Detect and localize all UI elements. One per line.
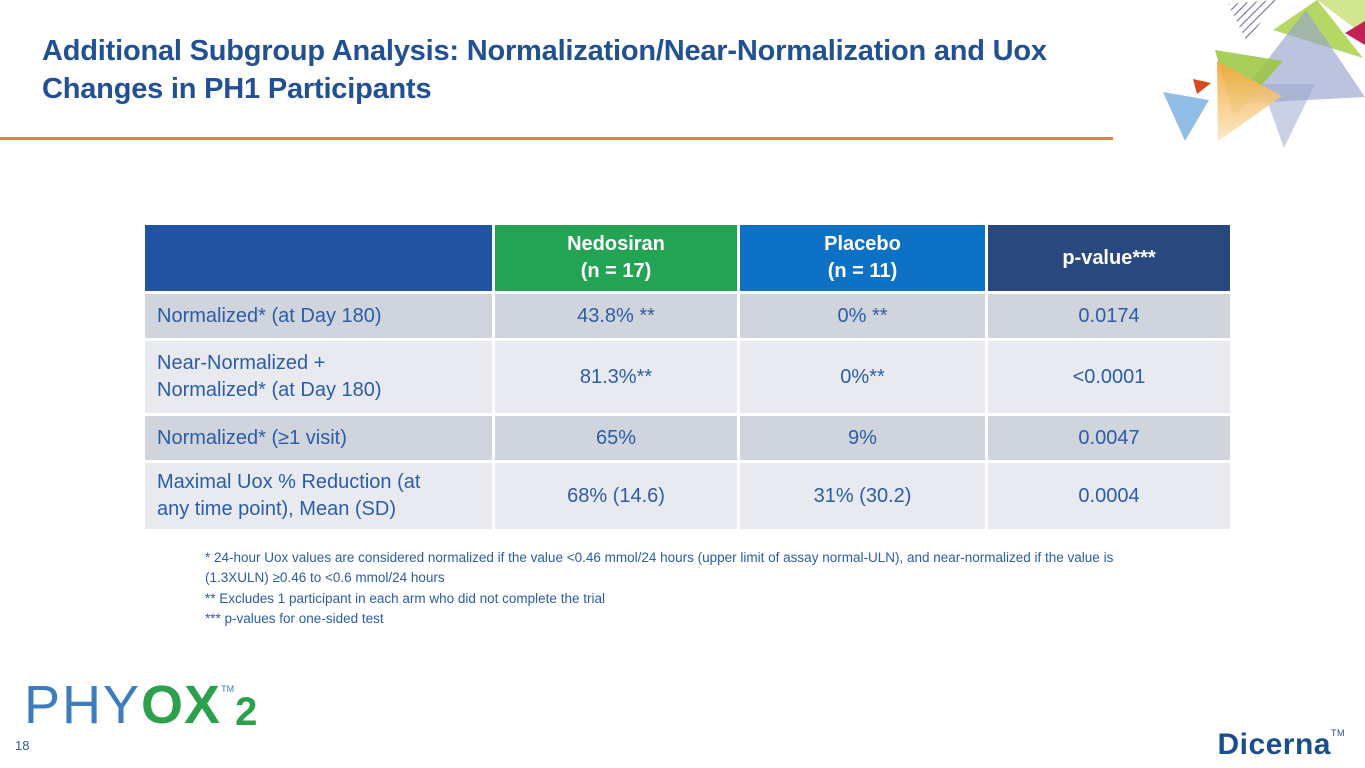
cell-placebo: 31% (30.2) [740,463,985,529]
phyox-logo-phy: PHY [24,675,142,735]
cell-placebo: 9% [740,416,985,460]
cell-nedosiran: 43.8% ** [495,294,737,338]
page-title: Additional Subgroup Analysis: Normalizat… [42,35,1047,106]
phyox-logo-2: 2 [235,690,258,734]
periwinkle-triangle-large [1233,10,1365,104]
table-header-nedosiran: Nedosiran (n = 17) [495,225,737,291]
placebo-n: (n = 11) [827,260,898,282]
dicerna-logo-text: Dicerna [1217,728,1331,761]
hatched-triangle [1228,0,1276,42]
cell-nedosiran: 81.3%** [495,341,737,413]
cell-pvalue: 0.0174 [988,294,1230,338]
corner-green-triangle [1317,0,1365,36]
row-label-near-normalized: Near-Normalized + Normalized* (at Day 18… [145,341,492,413]
footnote-1: * 24-hour Uox values are considered norm… [205,550,1114,586]
cell-nedosiran: 68% (14.6) [495,463,737,529]
footnote-3: *** p-values for one-sided test [205,610,384,626]
row-label-maximal-uox: Maximal Uox % Reduction (at any time poi… [145,463,492,529]
table-header-empty [145,225,492,291]
table-header-placebo: Placebo (n = 11) [740,225,985,291]
dicerna-logo: DicernaTM [1217,728,1345,762]
title-divider-line [0,137,1113,140]
row-label-normalized-1visit: Normalized* (≥1 visit) [145,416,492,460]
cell-placebo: 0% ** [740,294,985,338]
cell-pvalue: 0.0047 [988,416,1230,460]
footnote-2: ** Excludes 1 participant in each arm wh… [205,590,605,606]
row-label-normalized-day180: Normalized* (at Day 180) [145,294,492,338]
cell-pvalue: 0.0004 [988,463,1230,529]
small-red-triangle [1193,79,1211,94]
cell-pvalue: <0.0001 [988,341,1230,413]
nedosiran-n: (n = 17) [580,260,652,282]
page-number: 18 [15,738,30,753]
light-blue-triangle [1163,92,1209,141]
placebo-label: Placebo [824,233,901,255]
orange-triangle [1217,61,1282,141]
dicerna-trademark: TM [1331,728,1345,738]
phyox2-logo: PHY OX TM 2 [24,678,257,732]
phyox-logo-ox: OX [141,675,222,735]
cell-nedosiran: 65% [495,416,737,460]
cell-placebo: 0%** [740,341,985,413]
footnotes: * 24-hour Uox values are considered norm… [205,548,1210,629]
crimson-triangle [1345,21,1365,45]
phyox-trademark: TM [221,684,235,694]
decorative-triangles-graphic [1163,0,1365,148]
nedosiran-label: Nedosiran [567,233,665,255]
table-header-pvalue: p-value*** [988,225,1230,291]
results-table: Nedosiran (n = 17) Placebo (n = 11) p-va… [145,225,1230,529]
